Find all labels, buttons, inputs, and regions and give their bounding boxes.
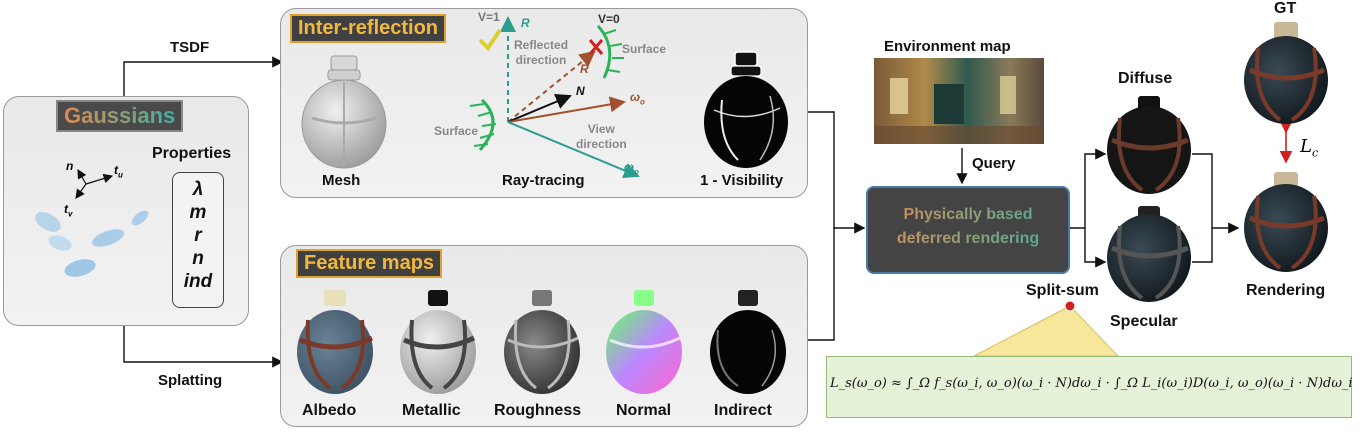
- query-label: Query: [972, 155, 1016, 172]
- indirect-bottle: [710, 290, 786, 394]
- v1-label: V=1: [478, 10, 500, 24]
- property-n: n: [192, 248, 204, 269]
- gaussian-blob: [35, 212, 61, 232]
- visibility-bottle: [704, 51, 788, 168]
- axis-tv-label: tv: [64, 202, 73, 219]
- gaussian-blob: [131, 210, 149, 226]
- diffuse-bottle: [1107, 96, 1191, 194]
- pbr-line-1: Physically based: [866, 206, 1070, 224]
- split-sum-label: Split-sum: [1026, 282, 1099, 299]
- albedo-bottle: [297, 290, 374, 394]
- surface-top-label: Surface: [622, 42, 667, 56]
- formula-box: [826, 356, 1352, 418]
- rendering-label: Rendering: [1246, 282, 1326, 299]
- environment-map-label: Environment map: [884, 38, 1011, 55]
- feature-maps-title: Feature maps: [296, 249, 443, 278]
- visibility-label: 1 - Visibility: [700, 172, 784, 189]
- raytracing-diagram: [469, 16, 640, 179]
- feature-label-normal: Normal: [616, 402, 672, 419]
- gaussians-title: Gaussians: [56, 100, 184, 132]
- gaussian-blob: [64, 259, 96, 277]
- property-ind: ind: [183, 271, 213, 292]
- metallic-bottle: [400, 290, 476, 394]
- feat-to-pbr: [805, 228, 835, 341]
- pbr-box: [866, 186, 1070, 274]
- ray-tracing-label: Ray-tracing: [502, 172, 585, 189]
- mesh-bottle: [301, 55, 387, 169]
- diffuse-label: Diffuse: [1118, 70, 1173, 87]
- diffuse-to-render: [1192, 153, 1240, 234]
- feature-label-indirect: Indirect: [714, 402, 772, 419]
- vis-to-pbr: [805, 111, 866, 234]
- property-r: r: [194, 225, 202, 246]
- pbr-line-2: deferred rendering: [866, 230, 1070, 248]
- axis-n-label: n: [66, 159, 74, 173]
- specular-to-render: [1192, 228, 1213, 263]
- axis-tu-label: tu: [114, 163, 123, 180]
- property-m: m: [189, 202, 207, 223]
- splatting-connector: [123, 325, 284, 368]
- properties-label: Properties: [152, 145, 232, 162]
- n-label: N: [576, 84, 585, 98]
- reflected-direction-label: Reflected direction: [514, 38, 569, 67]
- split-sum-dot: [1064, 300, 1076, 312]
- roughness-bottle: [504, 290, 580, 394]
- pbr-to-diffuse: [1068, 148, 1107, 229]
- splatting-label: Splatting: [158, 372, 223, 389]
- r-label-brown: R: [580, 62, 589, 76]
- gt-bottle: [1244, 22, 1328, 124]
- v0-label: V=0: [598, 12, 620, 26]
- mesh-label: Mesh: [322, 172, 361, 189]
- specular-label: Specular: [1110, 313, 1178, 330]
- gaussian-blob: [48, 235, 72, 251]
- axis-n: [77, 168, 87, 185]
- omega-o-teal-label: ωo: [624, 160, 639, 177]
- axis-tv: [75, 183, 87, 199]
- gaussian-blob: [91, 229, 125, 247]
- tsdf-connector: [123, 56, 284, 98]
- inter-reflection-title: Inter-reflection: [290, 14, 447, 43]
- formula-text: L_s(ω_o) ≈ ∫_Ω f_s(ω_i, ω_o)(ω_i · N)dω_…: [830, 376, 1353, 391]
- gt-label: GT: [1274, 0, 1297, 17]
- feature-label-roughness: Roughness: [494, 402, 582, 419]
- properties-box: λ m r n ind: [172, 172, 224, 308]
- normal-bottle: [606, 290, 682, 394]
- property-lambda: λ: [192, 179, 204, 200]
- loss-label: Lc: [1300, 136, 1319, 160]
- axis-tu: [85, 173, 114, 185]
- feature-label-metallic: Metallic: [402, 402, 461, 419]
- tsdf-label: TSDF: [170, 39, 210, 56]
- feature-label-albedo: Albedo: [302, 402, 357, 419]
- omega-o-brown-label: ωo: [630, 90, 645, 107]
- split-sum-callout: [973, 305, 1120, 357]
- pbr-to-specular: [1084, 228, 1107, 268]
- specular-bottle: [1107, 206, 1191, 302]
- r-label-top: R: [521, 16, 530, 30]
- rendering-bottle: [1244, 172, 1328, 272]
- view-direction-label: View direction: [576, 122, 627, 151]
- surface-left-label: Surface: [434, 124, 479, 138]
